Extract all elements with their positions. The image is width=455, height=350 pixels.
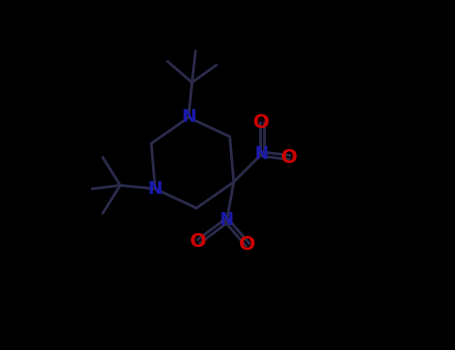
Text: N: N bbox=[181, 108, 196, 126]
Text: O: O bbox=[191, 232, 207, 251]
Text: N: N bbox=[220, 211, 234, 230]
Text: O: O bbox=[253, 113, 270, 132]
Text: N: N bbox=[255, 145, 268, 163]
Text: O: O bbox=[282, 148, 298, 167]
Text: O: O bbox=[239, 236, 256, 254]
Text: N: N bbox=[148, 180, 163, 198]
